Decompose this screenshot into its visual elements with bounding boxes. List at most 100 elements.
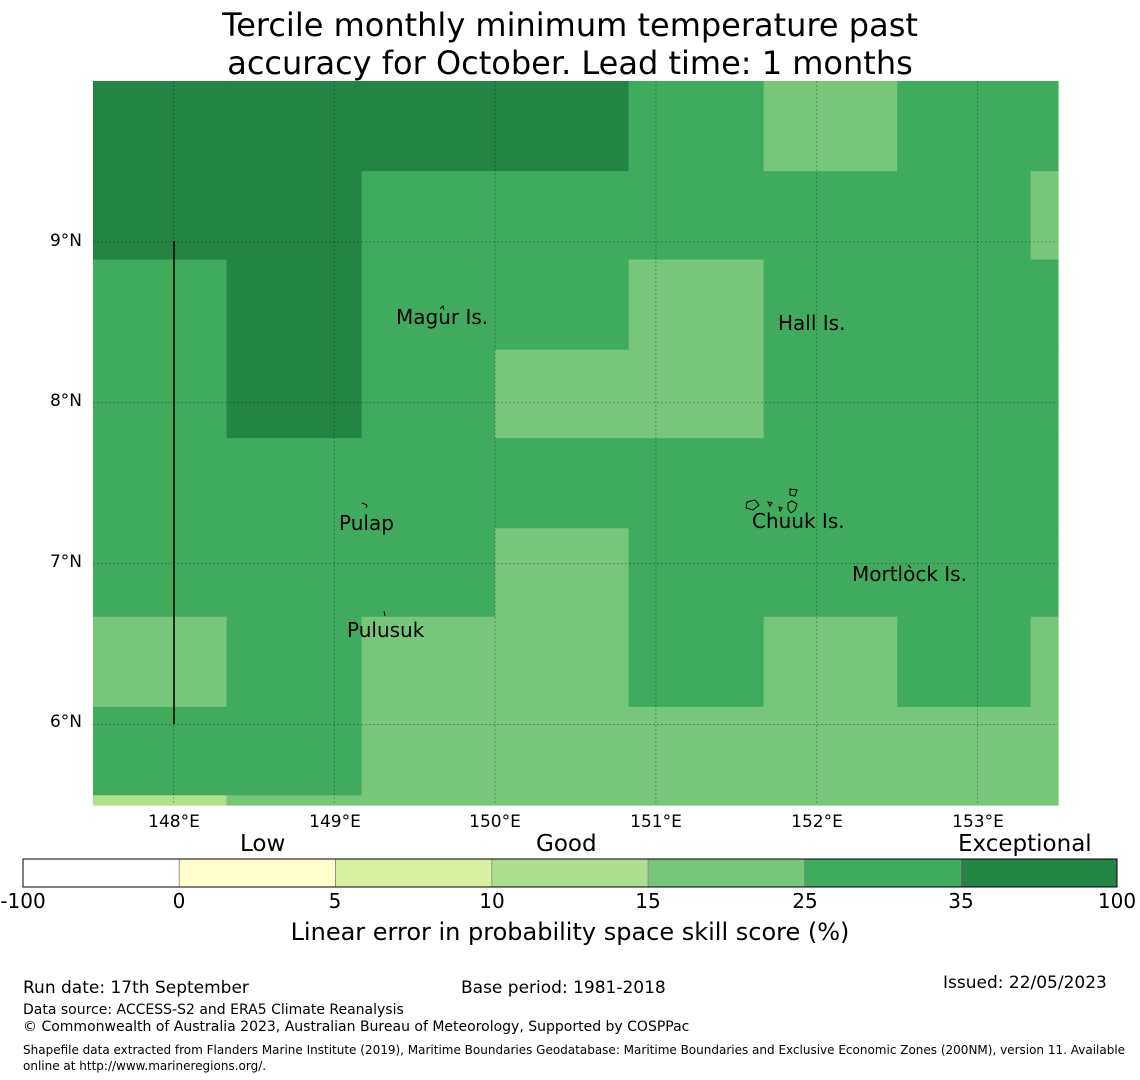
- skill-cell: [495, 706, 630, 796]
- skill-cell: [495, 349, 630, 439]
- skill-cell: [495, 438, 630, 529]
- skill-cell: [628, 795, 765, 806]
- graticule: [93, 81, 1058, 805]
- colorbar-tick: 10: [479, 889, 505, 913]
- colorbar: [22, 858, 1118, 888]
- skill-cell: [226, 81, 363, 172]
- title-line-1: Tercile monthly minimum temperature past: [222, 6, 918, 44]
- skill-cell: [361, 259, 496, 351]
- lon-label-148e: 148°E: [148, 812, 200, 832]
- lat-label-9n: 9°N: [49, 231, 82, 251]
- skill-cell: [495, 81, 630, 172]
- skill-cell: [93, 171, 228, 261]
- skill-cell: [226, 171, 363, 261]
- colorbar-segment: [647, 858, 805, 888]
- skill-cell: [628, 349, 765, 439]
- lon-label-150e: 150°E: [469, 812, 521, 832]
- lat-label-8n: 8°N: [49, 391, 82, 411]
- skill-cell: [93, 616, 228, 708]
- mortlock-outline: [907, 564, 912, 569]
- skill-cell: [763, 81, 898, 172]
- skill-cell: [495, 259, 630, 351]
- place-label-pulusuk: Pulusuk: [347, 618, 425, 642]
- lon-label-151e: 151°E: [630, 812, 682, 832]
- skill-cell: [897, 795, 1032, 806]
- copyright-notice: © Commonwealth of Australia 2023, Austra…: [23, 1019, 690, 1035]
- skill-cell: [763, 349, 898, 439]
- place-label-mortlock: Mortlock Is.: [852, 562, 967, 586]
- colorbar-label: Linear error in probability space skill …: [290, 918, 850, 946]
- skill-cell: [361, 795, 496, 806]
- skill-cell: [1030, 171, 1059, 261]
- colorbar-tick: 0: [172, 889, 186, 913]
- skill-cell: [628, 259, 765, 351]
- skill-cell: [93, 349, 228, 439]
- skill-cell: [361, 349, 496, 439]
- skill-cell: [763, 528, 898, 618]
- skill-cell: [226, 616, 363, 708]
- skill-cell: [361, 706, 496, 796]
- place-label-hall: Hall Is.: [778, 311, 846, 335]
- place-label-chuuk: Chuuk Is.: [752, 509, 845, 533]
- skill-cell: [93, 795, 228, 806]
- data-source: Data source: ACCESS-S2 and ERA5 Climate …: [23, 1002, 404, 1018]
- colorbar-tick: -100: [0, 889, 46, 913]
- title-line-2: accuracy for October. Lead time: 1 month…: [227, 44, 913, 82]
- colorbar-segment: [335, 858, 493, 888]
- colorbar-tick: 25: [792, 889, 818, 913]
- skill-cell: [628, 81, 765, 172]
- island-outlines: [361, 305, 912, 617]
- lon-label-153e: 153°E: [952, 812, 1004, 832]
- skill-cell: [1030, 528, 1059, 618]
- skill-cell: [1030, 616, 1059, 708]
- colorbar-segment: [178, 858, 336, 888]
- skill-cell: [93, 259, 228, 351]
- colorbar-segment: [804, 858, 962, 888]
- skill-cell: [93, 528, 228, 618]
- skill-cell: [361, 616, 496, 708]
- skill-cell: [628, 706, 765, 796]
- skill-cell: [361, 81, 496, 172]
- chuuk-lagoon-outline: [745, 488, 798, 514]
- lon-label-152e: 152°E: [791, 812, 843, 832]
- skill-cell: [897, 438, 1032, 529]
- pulap-outline: [361, 502, 368, 509]
- skill-cell: [361, 528, 496, 618]
- skill-cell: [897, 706, 1032, 796]
- colorbar-segment: [22, 858, 180, 888]
- skill-cell: [628, 616, 765, 708]
- skill-cell: [1030, 438, 1059, 529]
- skill-cell: [897, 171, 1032, 261]
- place-label-pulap: Pulap: [339, 511, 394, 535]
- colorbar-segment: [960, 858, 1118, 888]
- skill-cell: [495, 528, 630, 618]
- skill-cell: [1030, 259, 1059, 351]
- skill-cell: [226, 438, 363, 529]
- skill-grid: [93, 81, 1059, 806]
- colorbar-category-exceptional: Exceptional: [958, 831, 1092, 857]
- skill-cell: [1030, 81, 1059, 172]
- skill-cell: [897, 616, 1032, 708]
- skill-cell: [897, 81, 1032, 172]
- skill-cell: [1030, 349, 1059, 439]
- skill-cell: [93, 706, 228, 796]
- skill-cell: [226, 795, 363, 806]
- colorbar-category-good: Good: [536, 831, 597, 857]
- skill-cell: [763, 171, 898, 261]
- magur-outline: [439, 305, 445, 311]
- skill-cell: [226, 259, 363, 351]
- skill-cell: [628, 438, 765, 529]
- skill-cell: [361, 171, 496, 261]
- shapefile-credit: Shapefile data extracted from Flanders M…: [23, 1043, 1126, 1073]
- colorbar-tick: 35: [948, 889, 974, 913]
- lat-label-6n: 6°N: [49, 712, 82, 732]
- skill-cell: [897, 528, 1032, 618]
- skill-cell: [628, 528, 765, 618]
- colorbar-category-low: Low: [240, 831, 286, 857]
- skill-cell: [763, 438, 898, 529]
- skill-cell: [763, 706, 898, 796]
- skill-cell: [763, 259, 898, 351]
- skill-cell: [628, 171, 765, 261]
- skill-cell: [93, 438, 228, 529]
- lon-label-149e: 149°E: [309, 812, 361, 832]
